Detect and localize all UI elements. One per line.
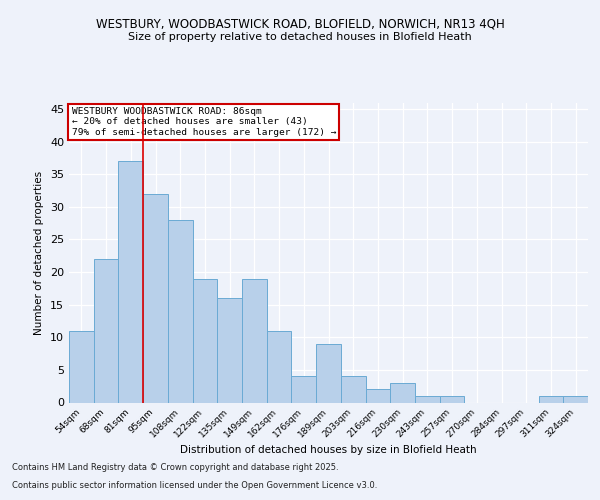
- Bar: [390, 383, 415, 402]
- Text: Contains HM Land Registry data © Crown copyright and database right 2025.: Contains HM Land Registry data © Crown c…: [12, 464, 338, 472]
- Bar: [193, 278, 217, 402]
- Bar: [539, 396, 563, 402]
- Bar: [415, 396, 440, 402]
- Bar: [94, 259, 118, 402]
- Bar: [440, 396, 464, 402]
- Text: Size of property relative to detached houses in Blofield Heath: Size of property relative to detached ho…: [128, 32, 472, 42]
- Bar: [341, 376, 365, 402]
- Bar: [242, 278, 267, 402]
- Bar: [563, 396, 588, 402]
- Bar: [292, 376, 316, 402]
- Bar: [69, 331, 94, 402]
- Bar: [316, 344, 341, 403]
- Bar: [118, 161, 143, 402]
- Bar: [217, 298, 242, 403]
- Text: Contains public sector information licensed under the Open Government Licence v3: Contains public sector information licen…: [12, 481, 377, 490]
- Bar: [168, 220, 193, 402]
- X-axis label: Distribution of detached houses by size in Blofield Heath: Distribution of detached houses by size …: [180, 445, 477, 455]
- Y-axis label: Number of detached properties: Number of detached properties: [34, 170, 44, 334]
- Bar: [267, 331, 292, 402]
- Bar: [143, 194, 168, 402]
- Text: WESTBURY WOODBASTWICK ROAD: 86sqm
← 20% of detached houses are smaller (43)
79% : WESTBURY WOODBASTWICK ROAD: 86sqm ← 20% …: [71, 107, 336, 137]
- Bar: [365, 390, 390, 402]
- Text: WESTBURY, WOODBASTWICK ROAD, BLOFIELD, NORWICH, NR13 4QH: WESTBURY, WOODBASTWICK ROAD, BLOFIELD, N…: [95, 18, 505, 30]
